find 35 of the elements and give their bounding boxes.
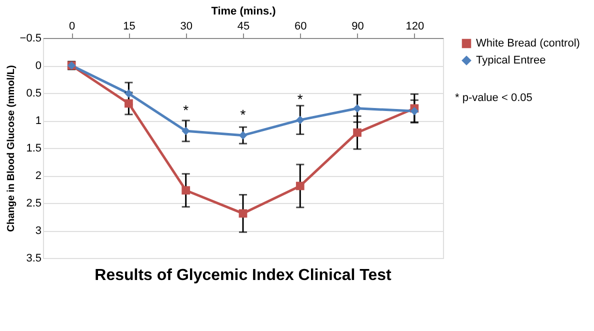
point (124, 99, 133, 108)
annotation: * (183, 102, 190, 118)
point (410, 106, 419, 116)
legend-label: Typical Entree (476, 54, 546, 66)
y-tick-label: 0 (35, 60, 42, 72)
x-tick-label: 90 (352, 20, 364, 32)
point (238, 131, 248, 140)
point (182, 186, 190, 195)
x-tick-label: 120 (406, 20, 424, 32)
x-tick-label: 30 (180, 20, 192, 32)
y-tick-label: 3.5 (26, 252, 42, 264)
y-axis-title: Change in Blood Glucose (mmol/L) (6, 65, 17, 232)
y-tick-label: −0.5 (20, 32, 42, 44)
point (238, 209, 248, 218)
point (353, 128, 362, 137)
text: * p-value < 0.05 (455, 92, 532, 104)
legend-label: White Bread (control) (476, 38, 580, 50)
x-tick-label: 15 (123, 20, 136, 32)
y-tick-label: 2 (35, 170, 42, 182)
annotation: * (297, 90, 304, 107)
point (124, 89, 133, 98)
point (353, 104, 362, 113)
x-tick-label: 45 (237, 20, 250, 32)
y-tick-label: 2.5 (26, 198, 42, 210)
y-tick-label: 1.5 (26, 142, 42, 154)
x-axis-title: Time (mins.) (211, 6, 276, 18)
point (296, 116, 304, 124)
y-tick-label: 1 (35, 115, 42, 127)
x-tick-label: 60 (294, 20, 307, 32)
y-tick-label: 0.5 (26, 88, 42, 100)
point (296, 182, 304, 190)
annotation: * (240, 106, 246, 122)
y-tick-label: 3 (35, 225, 42, 237)
text: Results of Glycemic Index Clinical Test (94, 267, 392, 284)
x-tick-label: 0 (69, 20, 76, 32)
